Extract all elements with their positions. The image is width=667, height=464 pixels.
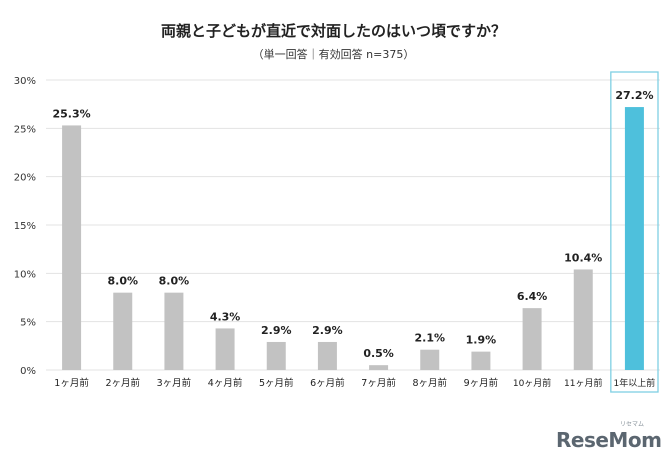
bar	[164, 292, 184, 370]
data-label: 10.4%	[564, 251, 602, 264]
x-axis-ticks: 1ヶ月前 2ヶ月前 3ヶ月前 4ヶ月前 5ヶ月前 6ヶ月前 7ヶ月前 8ヶ月前 9ヶ月前 10ヶ月…	[54, 377, 655, 389]
data-label: 25.3%	[52, 107, 90, 120]
highlight-frame	[610, 71, 659, 393]
bar	[369, 365, 389, 370]
y-tick-label: 15%	[14, 221, 36, 232]
bar	[420, 349, 440, 370]
x-tick-label: 6ヶ月前	[310, 377, 345, 389]
bar	[215, 328, 235, 370]
data-label: 2.9%	[261, 324, 292, 337]
bar	[471, 351, 491, 370]
data-label: 8.0%	[159, 275, 190, 288]
bar	[113, 292, 133, 370]
y-tick-label: 20%	[14, 173, 36, 184]
y-tick-label: 0%	[20, 366, 36, 377]
data-label: 1.9%	[466, 334, 497, 347]
x-tick-label: 10ヶ月前	[513, 377, 551, 389]
data-label: 0.5%	[363, 347, 394, 360]
data-label: 4.3%	[210, 310, 241, 323]
x-tick-label: 1ヶ月前	[54, 377, 89, 389]
bar	[522, 308, 542, 370]
data-label: 27.2%	[615, 89, 653, 102]
x-tick-label: 2ヶ月前	[105, 377, 140, 389]
bar	[62, 125, 82, 370]
x-tick-label: 3ヶ月前	[157, 377, 192, 389]
x-tick-label: 7ヶ月前	[361, 377, 396, 389]
grid-lines	[46, 79, 660, 371]
y-axis-ticks: 0% 5% 10% 15% 20% 25% 30%	[14, 76, 36, 377]
bar	[317, 341, 337, 370]
data-label: 6.4%	[517, 290, 548, 303]
data-label: 8.0%	[107, 275, 138, 288]
bars	[62, 107, 644, 371]
highlight-box	[610, 71, 659, 393]
x-tick-label: 8ヶ月前	[412, 377, 447, 389]
x-tick-label: 9ヶ月前	[464, 377, 499, 389]
bar	[266, 341, 286, 370]
y-tick-label: 5%	[20, 318, 36, 329]
chart-subtitle: （単一回答｜有効回答 n=375）	[252, 48, 415, 61]
data-labels: 25.3% 8.0% 8.0% 4.3% 2.9% 2.9% 0.5% 2.1% 1.9% 6.4…	[52, 89, 653, 360]
chart-title: 両親と子どもが直近で対面したのはいつ頃ですか？	[160, 22, 506, 40]
x-tick-label: 1年以上前	[614, 377, 656, 389]
y-tick-label: 10%	[14, 269, 36, 280]
x-tick-label: 5ヶ月前	[259, 377, 294, 389]
bar	[624, 107, 644, 371]
x-tick-label: 4ヶ月前	[208, 377, 243, 389]
bar	[573, 269, 593, 370]
resemom-logo: ReseMom	[556, 428, 662, 452]
y-tick-label: 30%	[14, 76, 36, 87]
y-tick-label: 25%	[14, 124, 36, 135]
data-label: 2.9%	[312, 324, 343, 337]
x-tick-label: 11ヶ月前	[564, 377, 602, 389]
logo-kana: リセマム	[620, 421, 645, 428]
data-label: 2.1%	[414, 332, 445, 345]
